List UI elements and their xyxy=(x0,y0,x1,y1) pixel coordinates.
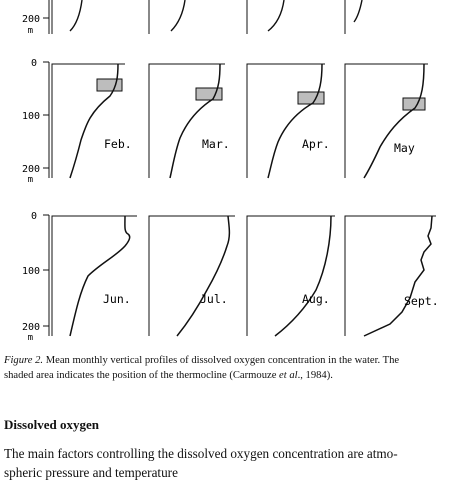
month-label-jul: Jul. xyxy=(200,292,228,306)
panel-top-3 xyxy=(246,0,285,34)
thermocline-shading xyxy=(195,87,223,101)
month-label-feb: Feb. xyxy=(104,137,132,151)
axis-unit-label: m xyxy=(28,333,33,343)
oxygen-profile-curve xyxy=(69,215,131,337)
panel-aug: Aug. xyxy=(246,215,335,337)
thermocline-shading xyxy=(96,78,123,92)
oxygen-profile-curve xyxy=(69,63,119,179)
body-paragraph: The main factors controlling the dissolv… xyxy=(4,444,474,482)
axis-left-middle: 0 100 200 m xyxy=(22,58,50,185)
axis-left-top: 200 m xyxy=(22,0,50,36)
oxygen-profile-curve xyxy=(267,63,323,179)
row-jun-sept: 0 100 200 m Jun. Jul. Aug. Sept. xyxy=(22,211,439,343)
axis-left-bottom: 0 100 200 m xyxy=(22,211,50,343)
thermocline-shading xyxy=(297,91,325,105)
tick-label-0: 0 xyxy=(31,211,37,222)
row-top-partial: 200 m xyxy=(22,0,363,36)
tick-label-100: 100 xyxy=(22,266,40,277)
month-label-aug: Aug. xyxy=(302,292,330,306)
axis-unit-label: m xyxy=(28,175,33,185)
section-heading: Dissolved oxygen xyxy=(4,417,99,432)
figure-label: Figure 2. xyxy=(4,355,44,366)
month-label-apr: Apr. xyxy=(302,137,330,151)
tick-label-100: 100 xyxy=(22,111,40,122)
body-line-2: spheric pressure and temperature xyxy=(4,465,178,480)
tick-label-200: 200 xyxy=(22,14,40,25)
row-feb-may: 0 100 200 m Feb. Mar. Apr. May xyxy=(22,58,428,185)
panel-mar: Mar. xyxy=(148,63,230,179)
tick-label-0: 0 xyxy=(31,58,37,69)
panel-sept: Sept. xyxy=(344,215,439,337)
panel-jun: Jun. xyxy=(51,215,137,337)
caption-line-1: Mean monthly vertical profiles of dissol… xyxy=(43,355,400,366)
month-label-sept: Sept. xyxy=(404,294,439,308)
oxygen-profiles-figure: 200 m 0 100 200 m xyxy=(22,0,439,343)
oxygen-profile-curve xyxy=(363,63,425,179)
panel-jul: Jul. xyxy=(148,215,235,337)
oxygen-profile-curve xyxy=(274,215,332,337)
panel-top-4 xyxy=(344,0,363,34)
caption-line-2a: shaded area indicates the position of th… xyxy=(4,369,280,381)
axis-unit-label: m xyxy=(28,26,33,36)
month-label-mar: Mar. xyxy=(202,137,230,151)
panel-top-2 xyxy=(148,0,186,34)
tick-label-200: 200 xyxy=(22,164,40,175)
figure-caption: Figure 2. Mean monthly vertical profiles… xyxy=(4,354,472,383)
panel-apr: Apr. xyxy=(246,63,330,179)
caption-line-2b: ., 1984). xyxy=(297,369,333,381)
oxygen-profile-curve xyxy=(169,63,221,179)
oxygen-profile-curve xyxy=(176,215,231,337)
oxygen-profile-curve xyxy=(363,215,433,337)
tick-label-200: 200 xyxy=(22,322,40,333)
caption-et-al: et al xyxy=(279,369,298,381)
month-label-jun: Jun. xyxy=(103,292,131,306)
panel-feb: Feb. xyxy=(51,63,132,179)
body-line-1: The main factors controlling the dissolv… xyxy=(4,446,398,461)
panel-may: May xyxy=(344,63,428,179)
panel-top-1 xyxy=(51,0,83,34)
month-label-may: May xyxy=(394,141,415,155)
